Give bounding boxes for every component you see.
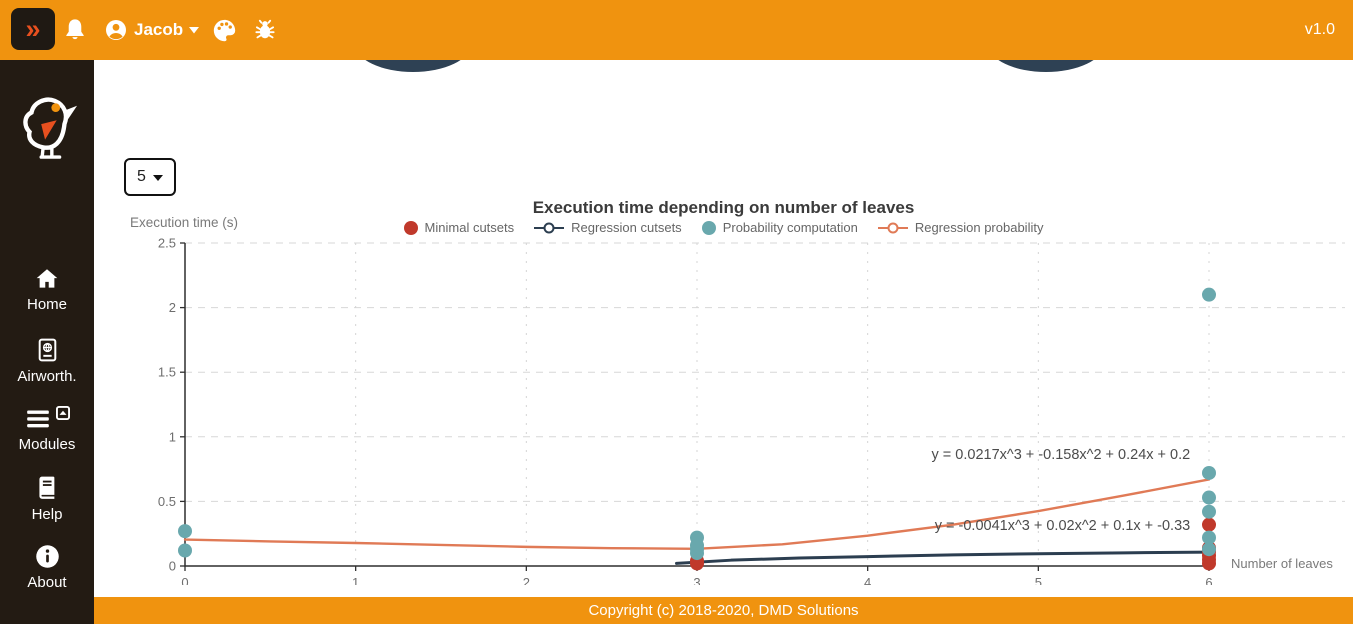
svg-text:2.5: 2.5: [158, 236, 176, 251]
execution-time-chart[interactable]: 0 0.5 1 1.5 2 2.5 0 1 2 3 4 5 6 y = 0.0217x^3 + -0.15…: [140, 235, 1353, 590]
svg-text:4: 4: [864, 575, 871, 585]
info-icon: [35, 545, 59, 568]
menu-bars-icon: [26, 410, 49, 428]
svg-text:y = -0.0041x^3 + 0.02x^2 + 0.1: y = -0.0041x^3 + 0.02x^2 + 0.1x + -0.33: [935, 518, 1190, 534]
passport-icon: [38, 338, 56, 362]
chart-legend: Minimal cutsets Regression cutsets Probabi…: [94, 220, 1353, 235]
svg-text:6: 6: [1205, 575, 1212, 585]
legend-dot-icon: [701, 220, 716, 235]
svg-text:3: 3: [693, 575, 700, 585]
caret-square-icon: [55, 406, 70, 420]
legend-item[interactable]: Regression probability: [877, 220, 1044, 235]
svg-text:2: 2: [523, 575, 530, 585]
legend-line-icon: [534, 222, 565, 233]
x-axis-label: Number of leaves: [1231, 556, 1333, 571]
sidebar: Home Airworth.: [0, 60, 94, 624]
sidebar-item-label: Home: [26, 296, 67, 313]
top-navbar: » Jacob: [0, 0, 1353, 60]
sidebar-item-label: Help: [31, 506, 63, 523]
palette-icon: [213, 19, 236, 41]
legend-label: Minimal cutsets: [424, 220, 515, 235]
chart-title: Execution time depending on number of le…: [532, 198, 915, 217]
bird-logo-icon: [23, 97, 78, 159]
user-name: Jacob: [134, 20, 184, 39]
notifications-button[interactable]: [62, 0, 88, 60]
user-icon: [106, 20, 126, 40]
svg-text:1: 1: [169, 429, 176, 444]
svg-text:0.5: 0.5: [158, 494, 176, 509]
double-chevron-icon: »: [25, 14, 41, 44]
caret-down-icon: [189, 26, 200, 33]
decorative-circle: [988, 60, 1104, 72]
leaves-count-select[interactable]: 5: [124, 158, 176, 196]
main-content: 5 Execution time depending on number of …: [94, 60, 1353, 597]
sidebar-toggle-icon[interactable]: »: [11, 8, 55, 50]
legend-item[interactable]: Probability computation: [701, 220, 858, 235]
svg-text:0: 0: [169, 559, 176, 574]
book-icon: [39, 476, 55, 499]
svg-text:0: 0: [181, 575, 188, 585]
footer: Copyright (c) 2018-2020, DMD Solutions: [94, 597, 1353, 624]
sidebar-item-label: About: [27, 574, 67, 591]
user-menu[interactable]: Jacob: [104, 0, 200, 60]
theme-button[interactable]: [211, 0, 238, 60]
decorative-circle: [355, 60, 471, 72]
leaves-count-value: 5: [137, 168, 146, 185]
bell-icon: [66, 19, 84, 40]
y-axis-label: Execution time (s): [130, 215, 239, 230]
svg-text:5: 5: [1035, 575, 1042, 585]
sidebar-item-home[interactable]: Home: [0, 266, 94, 313]
svg-text:2: 2: [169, 300, 176, 315]
chart-canvas: 0 0.5 1 1.5 2 2.5 0 1 2 3 4 5 6 y = 0.0217x^3 + -0.15…: [158, 236, 1345, 590]
copyright-text: Copyright (c) 2018-2020, DMD Solutions: [588, 602, 859, 619]
sidebar-item-airworthiness[interactable]: Airworth.: [0, 336, 94, 385]
app-logo[interactable]: [16, 92, 78, 169]
legend-dot-icon: [403, 220, 418, 235]
bug-icon: [255, 19, 275, 39]
legend-item[interactable]: Minimal cutsets: [403, 220, 515, 235]
legend-label: Probability computation: [722, 220, 858, 235]
home-icon: [36, 269, 58, 288]
sidebar-item-label: Modules: [18, 436, 76, 453]
legend-item[interactable]: Regression cutsets: [534, 220, 682, 235]
sidebar-item-modules[interactable]: Modules: [0, 406, 94, 453]
legend-label: Regression cutsets: [571, 220, 682, 235]
svg-text:1: 1: [352, 575, 359, 585]
debug-button[interactable]: [252, 0, 278, 60]
app-version: v1.0: [1304, 21, 1335, 38]
sidebar-item-about[interactable]: About: [0, 543, 94, 591]
svg-text:y = 0.0217x^3 + -0.158x^2 + 0.: y = 0.0217x^3 + -0.158x^2 + 0.24x + 0.2: [932, 447, 1191, 463]
caret-down-icon: [152, 175, 163, 181]
legend-label: Regression probability: [914, 220, 1044, 235]
sidebar-item-help[interactable]: Help: [0, 474, 94, 523]
sidebar-item-label: Airworth.: [17, 368, 77, 385]
svg-text:1.5: 1.5: [158, 365, 176, 380]
legend-line-icon: [877, 222, 908, 233]
